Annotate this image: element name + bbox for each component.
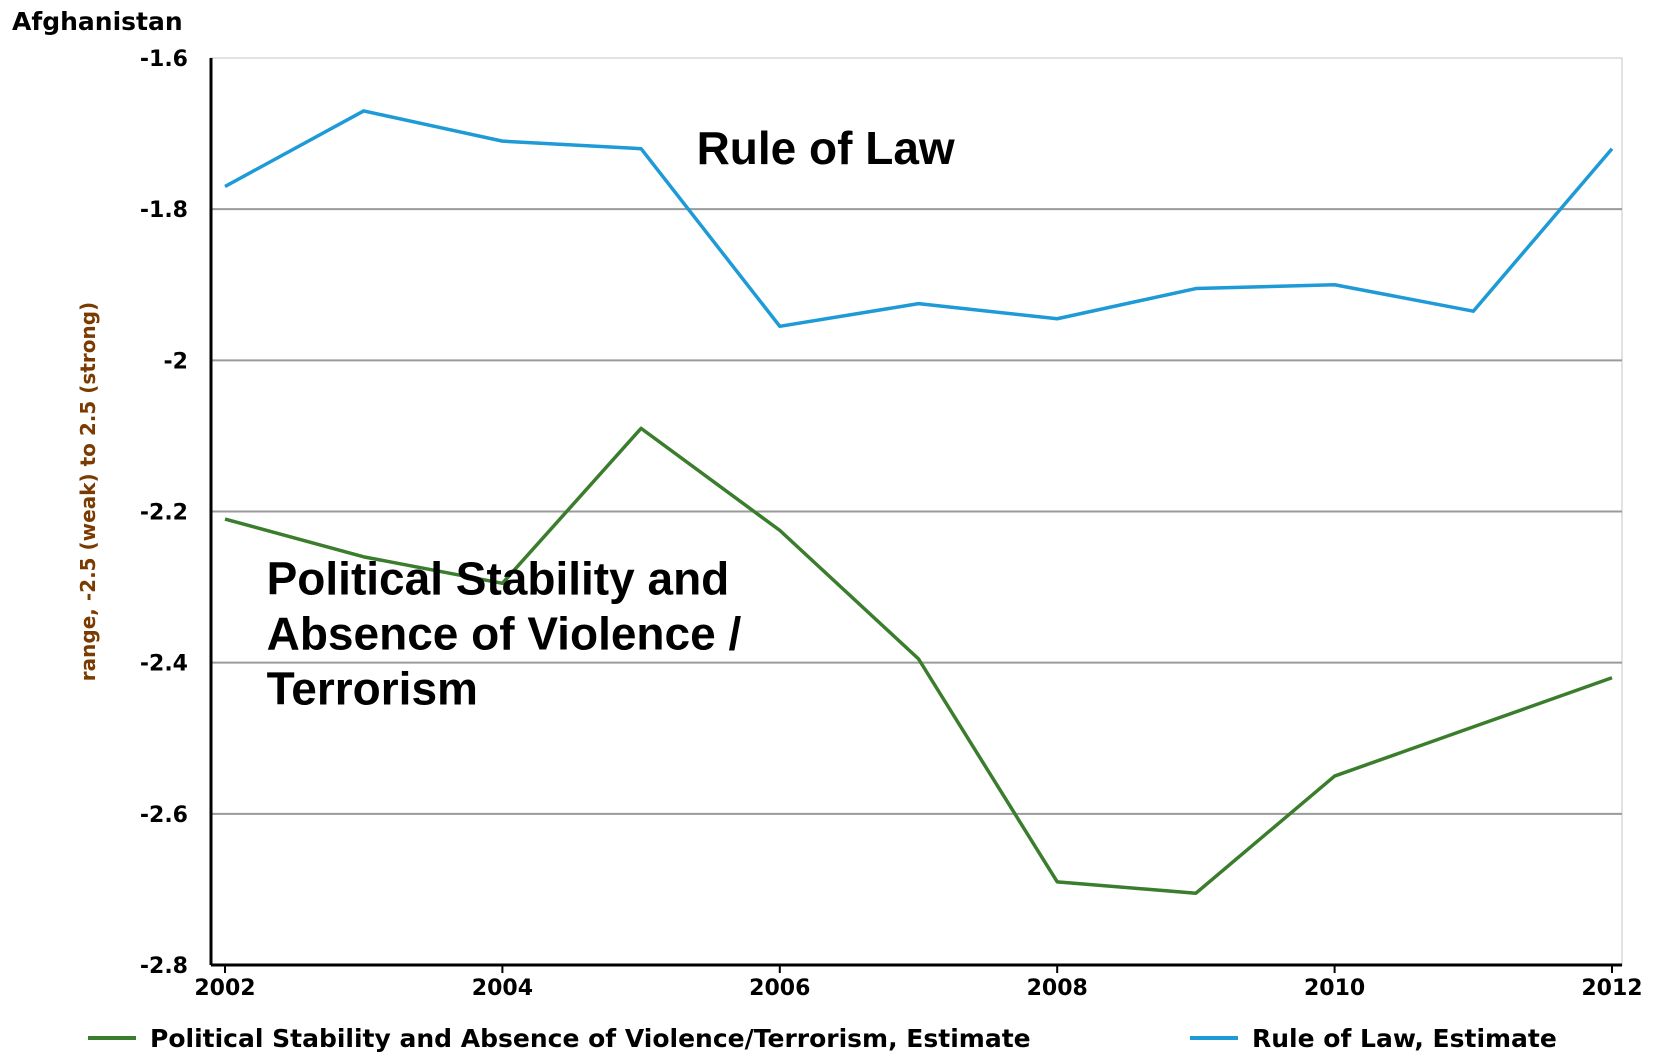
x-tick-label: 2008 — [1027, 976, 1088, 1001]
x-tick-labels: 2002 2004 2006 2008 2010 2012 — [194, 976, 1642, 1001]
x-tick-label: 2012 — [1581, 976, 1642, 1001]
legend: Political Stability and Absence of Viole… — [88, 1024, 1557, 1053]
y-tick-label: -2.2 — [140, 501, 188, 526]
y-tick-label: -2 — [164, 349, 188, 374]
series-lines — [224, 109, 1614, 895]
annotation-line: Political Stability and — [267, 553, 730, 605]
x-tick-label: 2006 — [749, 976, 810, 1001]
y-tick-label: -2.4 — [140, 652, 188, 677]
y-axis-label: range, -2.5 (weak) to 2.5 (strong) — [76, 302, 100, 681]
series-line-0 — [224, 426, 1613, 895]
series-line-1 — [224, 109, 1614, 329]
annotation-line: Terrorism — [267, 663, 478, 715]
x-tick-label: 2010 — [1304, 976, 1365, 1001]
annotation-0: Rule of Law — [697, 122, 955, 174]
y-tick-labels: -1.6 -1.8 -2 -2.2 -2.4 -2.6 -2.8 — [140, 47, 188, 979]
x-tick-label: 2004 — [472, 976, 533, 1001]
axes — [209, 58, 1622, 973]
legend-label: Political Stability and Absence of Viole… — [150, 1024, 1031, 1053]
y-tick-label: -2.8 — [140, 954, 188, 979]
x-tick-label: 2002 — [194, 976, 255, 1001]
chart-title: Afghanistan — [12, 7, 183, 36]
annotation-line: Rule of Law — [697, 122, 955, 174]
annotation-line: Absence of Violence / — [267, 608, 742, 660]
y-tick-label: -1.6 — [140, 47, 188, 72]
annotation-1: Political Stability and Absence of Violen… — [267, 553, 742, 715]
legend-label: Rule of Law, Estimate — [1252, 1024, 1557, 1053]
y-tick-label: -2.6 — [140, 803, 188, 828]
grid-lines — [210, 57, 1623, 966]
annotations: Rule of Law Political Stability and Absenc… — [267, 122, 955, 715]
y-tick-label: -1.8 — [140, 198, 188, 223]
